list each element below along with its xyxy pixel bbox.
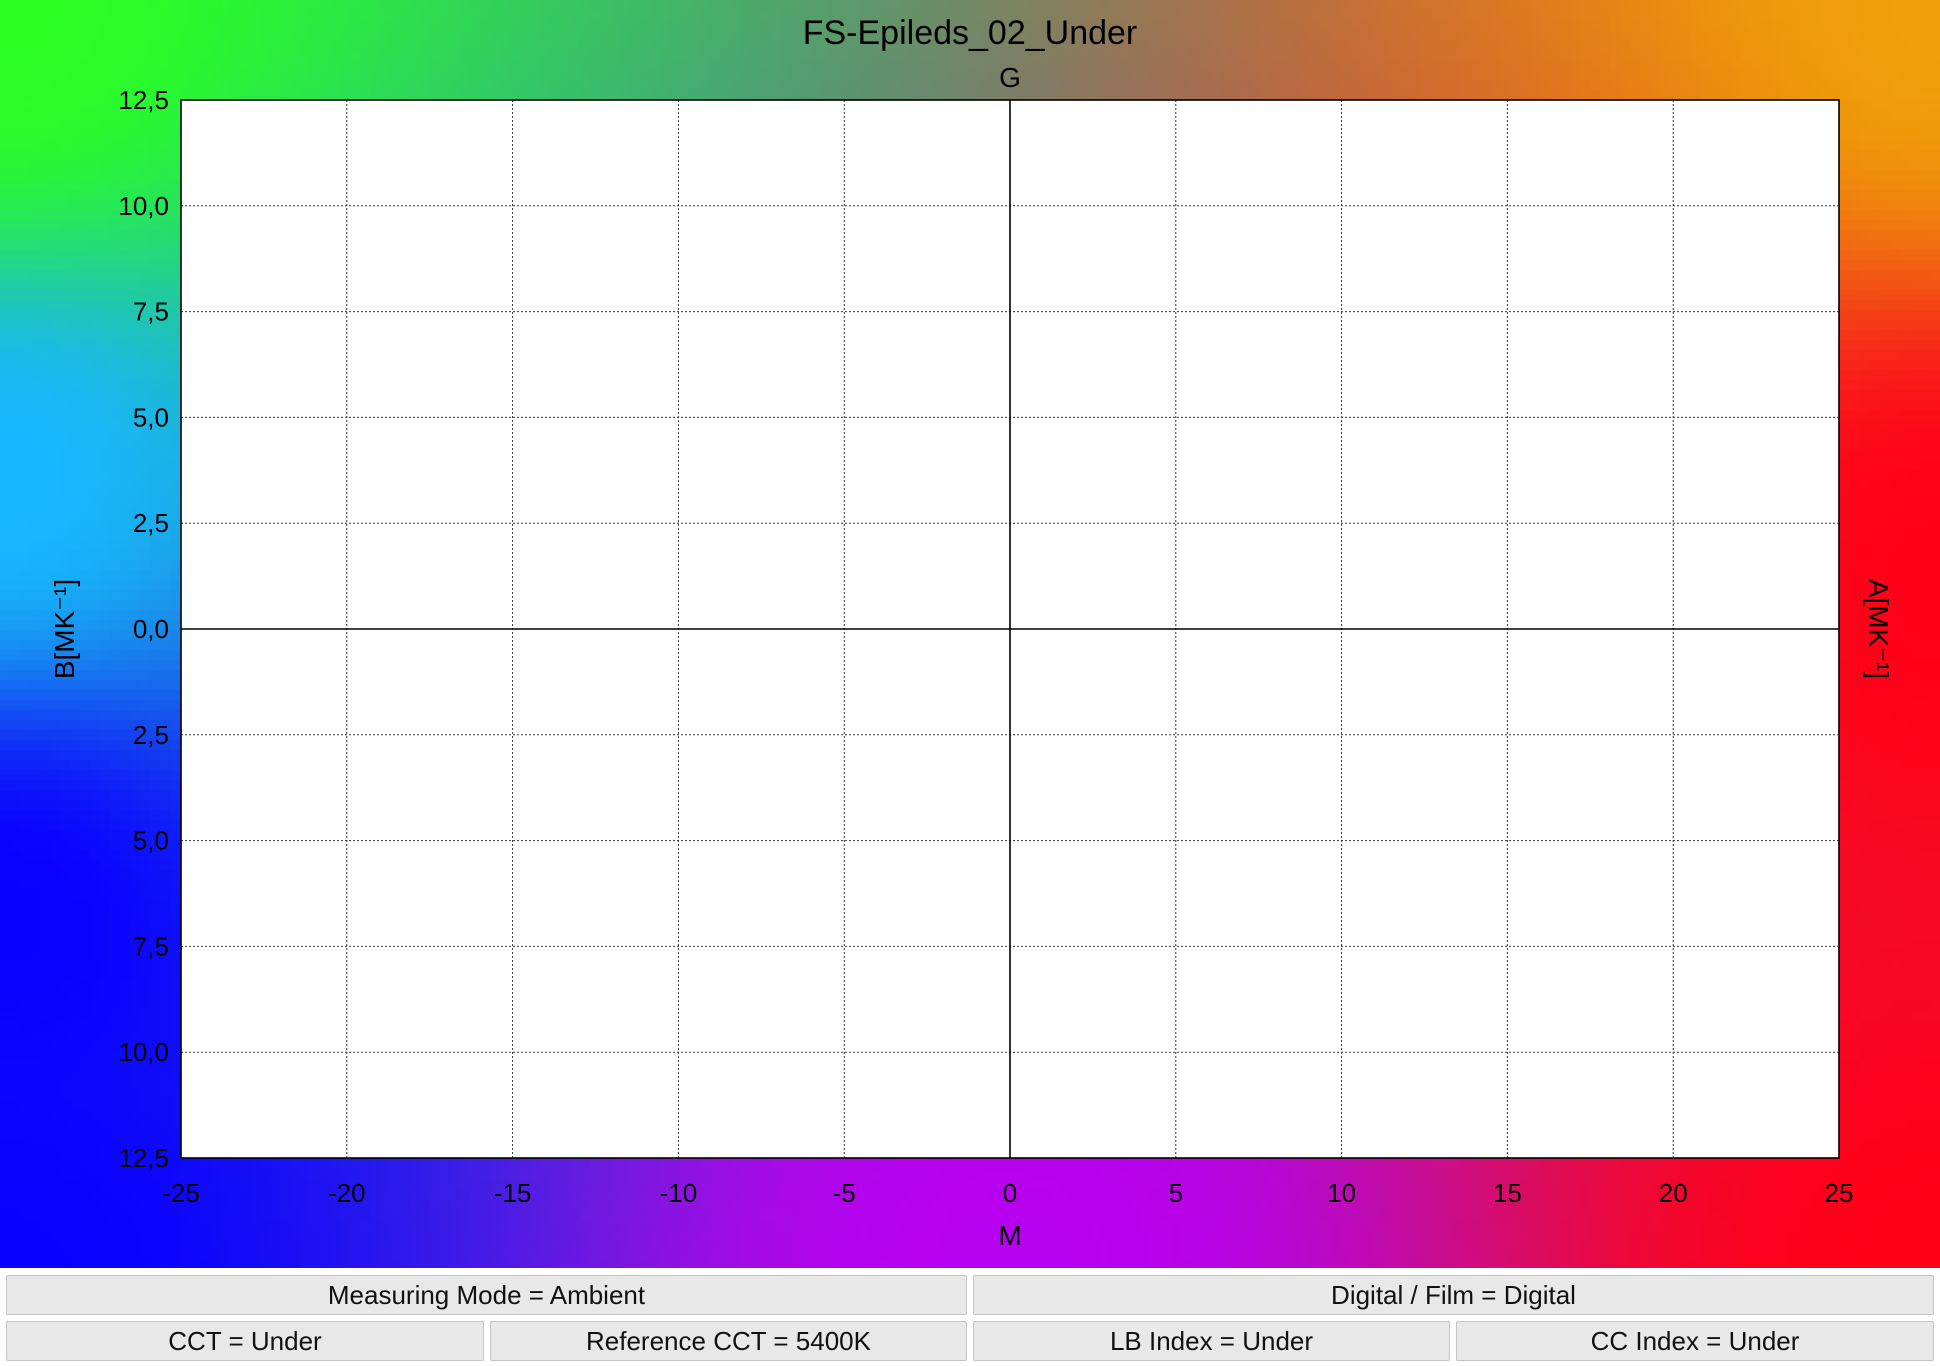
y-tick-label: 12,5 bbox=[118, 85, 169, 115]
x-tick-label: 0 bbox=[1003, 1178, 1017, 1208]
y-tick-label: 12,5 bbox=[118, 1143, 169, 1173]
x-tick-label: 15 bbox=[1493, 1178, 1522, 1208]
y-axis-label-left: B[MK⁻¹] bbox=[49, 579, 80, 679]
y-tick-label: 5,0 bbox=[133, 402, 169, 432]
plot-frame bbox=[180, 99, 1840, 1159]
digital-film-field: Digital / Film = Digital bbox=[973, 1275, 1934, 1315]
measuring-mode-field: Measuring Mode = Ambient bbox=[6, 1275, 967, 1315]
x-tick-label: -5 bbox=[833, 1178, 856, 1208]
top-axis-label: G bbox=[999, 62, 1021, 93]
x-tick-label: -10 bbox=[660, 1178, 698, 1208]
reference-cct-field: Reference CCT = 5400K bbox=[490, 1321, 967, 1361]
y-tick-label: 5,0 bbox=[133, 826, 169, 856]
y-tick-label: 7,5 bbox=[133, 931, 169, 961]
cct-field: CCT = Under bbox=[6, 1321, 484, 1361]
chart-title: FS-Epileds_02_Under bbox=[803, 14, 1138, 52]
x-tick-label: -25 bbox=[162, 1178, 200, 1208]
x-tick-label: 5 bbox=[1169, 1178, 1183, 1208]
y-axis-label-right: A[MK⁻¹] bbox=[1863, 579, 1894, 679]
y-tick-label: 2,5 bbox=[133, 508, 169, 538]
y-tick-labels: 12,5 10,0 7,5 5,0 2,5 0,0 2,5 5,0 7,5 10,0 12,5 bbox=[118, 85, 169, 1173]
y-tick-label: 2,5 bbox=[133, 720, 169, 750]
lb-index-field: LB Index = Under bbox=[973, 1321, 1450, 1361]
y-tick-label: 10,0 bbox=[118, 191, 169, 221]
chart-svg: -25 -20 -15 -10 -5 0 5 10 15 20 25 12,5 10,0 7,5 5,0 2… bbox=[49, 14, 1894, 1251]
x-tick-label: 25 bbox=[1825, 1178, 1854, 1208]
info-panel: Measuring Mode = Ambient Digital / Film … bbox=[0, 1268, 1940, 1366]
cc-index-field: CC Index = Under bbox=[1456, 1321, 1934, 1361]
y-tick-label: 7,5 bbox=[133, 297, 169, 327]
x-tick-label: -20 bbox=[328, 1178, 366, 1208]
x-tick-label: 10 bbox=[1327, 1178, 1356, 1208]
y-tick-label: 10,0 bbox=[118, 1037, 169, 1067]
x-tick-labels: -25 -20 -15 -10 -5 0 5 10 15 20 25 bbox=[162, 1178, 1853, 1208]
x-axis-label: M bbox=[998, 1220, 1021, 1251]
y-tick-label: 0,0 bbox=[133, 614, 169, 644]
x-tick-label: -15 bbox=[494, 1178, 532, 1208]
x-tick-label: 20 bbox=[1659, 1178, 1688, 1208]
